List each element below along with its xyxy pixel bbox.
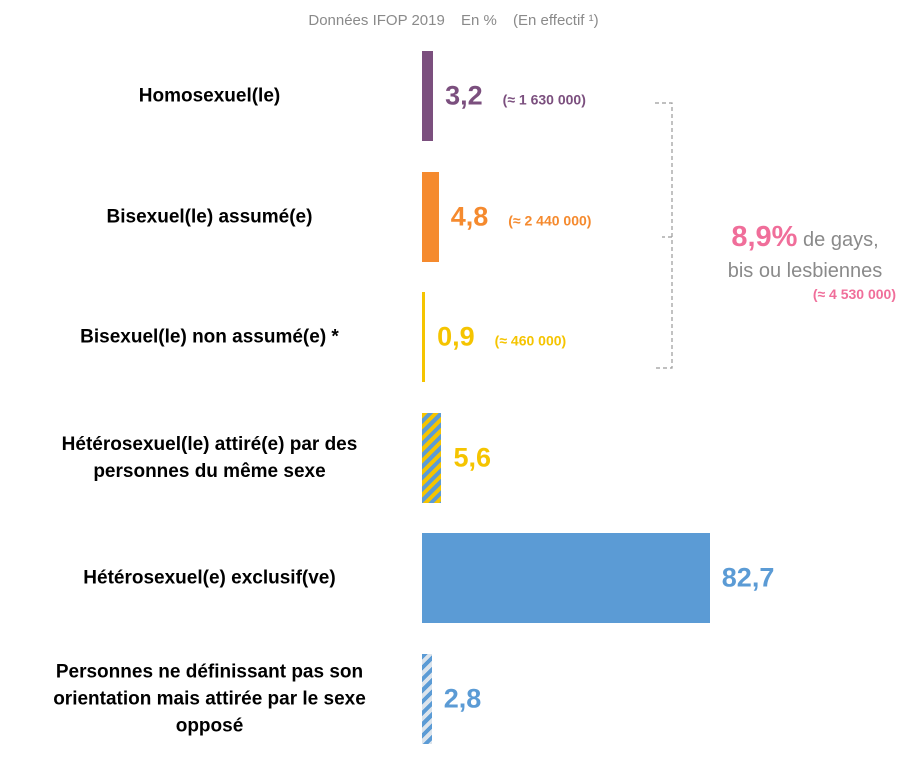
value-label-group: 0,9 (≈ 460 000) — [437, 322, 566, 353]
value-label: 3,2 — [445, 80, 483, 111]
category-label: Hétérosexuel(le) attiré(e) par des perso… — [61, 433, 358, 482]
bar — [422, 412, 442, 503]
subtitle-part: En % — [461, 12, 497, 29]
subtitle-part: (En effectif ¹) — [513, 12, 599, 29]
count-label: (≈ 2 440 000) — [508, 212, 592, 228]
value-label: 82,7 — [721, 562, 775, 593]
bar — [422, 292, 426, 382]
annotation: 8,9% de gays, bis ou lesbiennes (≈ 4 530… — [700, 221, 907, 302]
value-label-group: 4,8 (≈ 2 440 000) — [451, 201, 592, 232]
annotation-count: (≈ 4 530 000) — [812, 286, 896, 302]
annotation-text: de gays, bis ou lesbiennes — [727, 229, 883, 282]
value-label: 4,8 — [450, 201, 489, 231]
bar — [422, 533, 710, 623]
value-label-group: 2,8 — [444, 683, 482, 714]
value-label: 0,9 — [437, 321, 475, 352]
bar — [422, 171, 439, 262]
count-label: (≈ 1 630 000) — [502, 91, 586, 108]
category-label: Homosexuel(le) — [138, 85, 281, 107]
category-label: Personnes ne définissant pas son orienta… — [53, 661, 366, 736]
subtitle-part: Données IFOP 2019 — [308, 12, 445, 29]
value-label-group: 5,6 — [453, 442, 491, 473]
subtitle: Données IFOP 2019 En % (En effectif ¹) — [0, 12, 907, 29]
value-label-group: 82,7 — [722, 563, 775, 594]
category-label: Bisexuel(le) non assumé(e) * — [80, 326, 339, 348]
bar — [422, 653, 432, 744]
annotation-value: 8,9% — [731, 221, 798, 253]
value-label: 2,8 — [443, 683, 482, 713]
bracket — [655, 102, 673, 369]
value-label: 5,6 — [453, 442, 492, 472]
count-label: (≈ 460 000) — [494, 332, 567, 349]
value-label-group: 3,2 (≈ 1 630 000) — [445, 81, 586, 112]
category-label: Bisexuel(le) assumé(e) — [106, 206, 313, 227]
bar — [422, 51, 434, 141]
category-label: Hétérosexuel(e) exclusif(ve) — [83, 567, 336, 589]
